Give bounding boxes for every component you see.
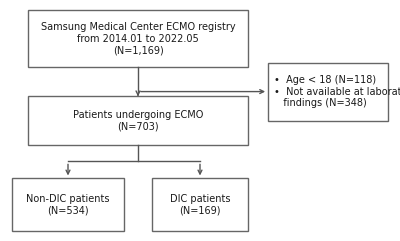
Text: (N=703): (N=703) <box>117 121 159 131</box>
Text: findings (N=348): findings (N=348) <box>274 98 367 108</box>
Text: DIC patients: DIC patients <box>170 194 230 204</box>
Text: Non-DIC patients: Non-DIC patients <box>26 194 110 204</box>
Bar <box>28 96 248 145</box>
Bar <box>28 10 248 67</box>
Text: (N=534): (N=534) <box>47 206 89 216</box>
Text: Patients undergoing ECMO: Patients undergoing ECMO <box>73 110 203 120</box>
Text: •  Not available at laboratory: • Not available at laboratory <box>274 87 400 97</box>
Text: from 2014.01 to 2022.05: from 2014.01 to 2022.05 <box>77 33 199 44</box>
Text: Samsung Medical Center ECMO registry: Samsung Medical Center ECMO registry <box>41 22 235 32</box>
Text: (N=169): (N=169) <box>179 206 221 216</box>
Text: (N=1,169): (N=1,169) <box>113 45 163 55</box>
Bar <box>268 63 388 120</box>
Bar <box>152 178 248 231</box>
Text: •  Age < 18 (N=118): • Age < 18 (N=118) <box>274 75 376 85</box>
Bar <box>12 178 124 231</box>
